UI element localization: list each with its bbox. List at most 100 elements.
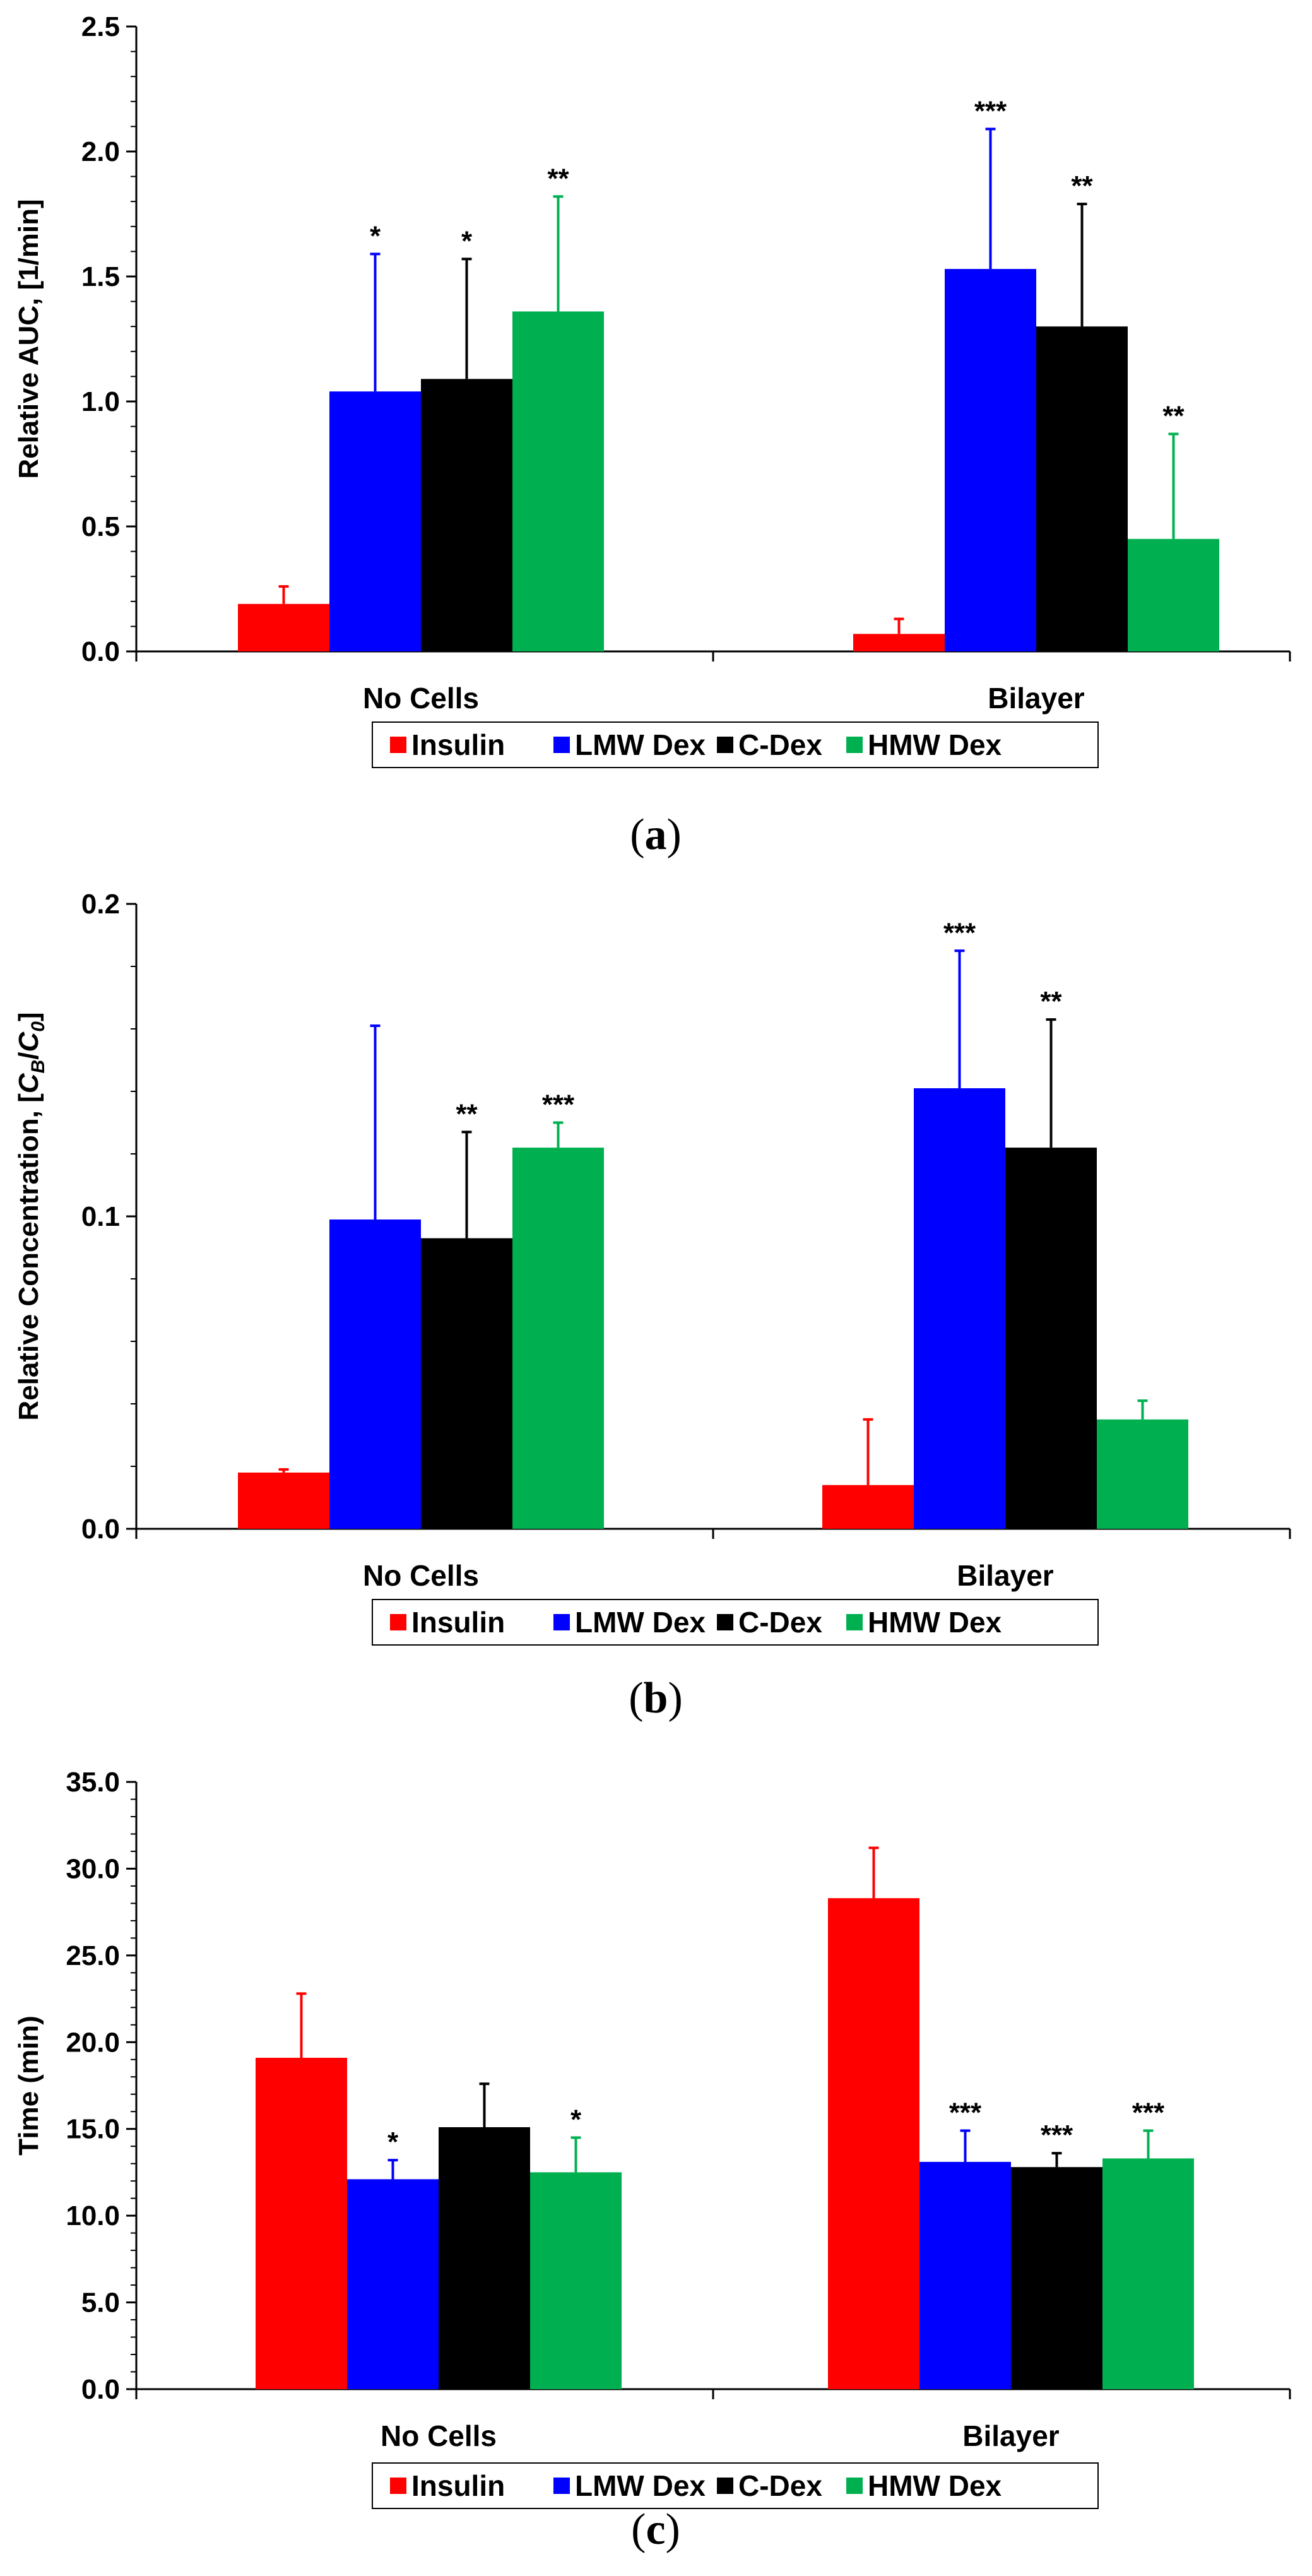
y-tick-label: 0.2 [81, 889, 120, 920]
legend-swatch-insulin [390, 2478, 406, 2494]
category-label: Bilayer [962, 2419, 1060, 2452]
significance-stars: * [461, 225, 473, 256]
chart-panel-a: 0.0 0.5 1.0 1.5 2.0 2.5 Relative AUC, [1/min] *… [13, 11, 1291, 859]
category-label: Bilayer [988, 682, 1085, 715]
legend-label: LMW Dex [575, 728, 706, 761]
bar-insulin-no-cells [256, 2058, 347, 2389]
bar-hmw-dex-no-cells [512, 311, 604, 651]
category-label: Bilayer [957, 1559, 1054, 1592]
significance-stars: *** [949, 2097, 982, 2128]
legend-swatch-hmw-dex [846, 2478, 863, 2494]
bar-c-dex-bilayer [1036, 326, 1128, 651]
legend-box [372, 1599, 1099, 1646]
legend-box [372, 2462, 1099, 2509]
significance-stars: * [370, 220, 381, 251]
category-label: No Cells [381, 2419, 497, 2452]
y-tick-label: 2.0 [81, 136, 120, 167]
y-axis-title: Time (min) [13, 2015, 44, 2156]
bar-insulin-bilayer [822, 1485, 914, 1529]
significance-stars: *** [542, 1089, 575, 1120]
legend-swatch-insulin [390, 1614, 406, 1630]
significance-stars: ** [1162, 400, 1185, 431]
y-axis-title: Relative AUC, [1/min] [13, 199, 44, 478]
y-tick-label: 1.0 [81, 386, 120, 417]
bar-lmw-dex-bilayer [919, 2161, 1011, 2389]
y-tick-label: 2.5 [81, 11, 120, 42]
significance-stars: *** [943, 917, 976, 948]
y-tick-label: 30.0 [66, 1853, 120, 1884]
category-label: No Cells [363, 682, 479, 715]
legend-swatch-insulin [390, 737, 406, 753]
panel-tag: (a) [630, 810, 682, 859]
bar-insulin-bilayer [853, 634, 945, 651]
significance-stars: ** [456, 1098, 478, 1129]
category-label: No Cells [363, 1559, 479, 1592]
legend-label: LMW Dex [575, 2469, 706, 2502]
chart-panel-c: 0.0 5.0 10.0 15.0 20.0 25.0 30.0 35.0 Time (min)… [13, 1767, 1291, 2554]
bar-hmw-dex-bilayer [1128, 538, 1219, 651]
bar-insulin-no-cells [238, 1472, 329, 1529]
bar-lmw-dex-no-cells [347, 2179, 439, 2389]
significance-stars: ** [1040, 986, 1062, 1017]
bar-c-dex-bilayer [1005, 1148, 1097, 1529]
y-tick-label: 0.0 [81, 636, 120, 667]
bar-c-dex-bilayer [1011, 2167, 1102, 2389]
bar-hmw-dex-no-cells [530, 2172, 622, 2389]
significance-stars: *** [1132, 2097, 1165, 2128]
bar-c-dex-no-cells [439, 2127, 530, 2389]
y-axis-title: Relative Concentration, [CB/C0] [13, 1012, 49, 1420]
legend: Insulin LMW Dex C-Dex HMW Dex [372, 721, 1099, 768]
y-tick-label: 0.0 [81, 2374, 120, 2405]
legend-swatch-lmw-dex [553, 1614, 570, 1630]
bar-hmw-dex-no-cells [512, 1148, 604, 1529]
legend-label: LMW Dex [575, 1606, 706, 1639]
y-tick-label: 20.0 [66, 2027, 120, 2058]
significance-stars: * [570, 2104, 582, 2135]
legend-label: HMW Dex [868, 728, 1002, 761]
y-tick-label: 0.1 [81, 1201, 120, 1232]
legend-swatch-lmw-dex [553, 737, 570, 753]
legend: Insulin LMW Dex C-Dex HMW Dex [372, 2462, 1099, 2509]
bar-hmw-dex-bilayer [1097, 1419, 1188, 1529]
significance-stars: *** [974, 95, 1007, 126]
legend-label: HMW Dex [868, 2469, 1002, 2502]
bar-lmw-dex-bilayer [914, 1088, 1005, 1529]
bar-insulin-bilayer [828, 1898, 919, 2389]
legend-swatch-c-dex [717, 1614, 733, 1630]
bar-lmw-dex-no-cells [329, 391, 421, 651]
legend-swatch-c-dex [717, 737, 733, 753]
significance-stars: *** [1041, 2120, 1073, 2151]
y-tick-label: 1.5 [81, 261, 120, 292]
legend-box [372, 721, 1099, 768]
legend-swatch-c-dex [717, 2478, 733, 2494]
legend-swatch-lmw-dex [553, 2478, 570, 2494]
y-tick-label: 10.0 [66, 2200, 120, 2231]
legend-label: Insulin [411, 728, 505, 761]
legend-label: Insulin [411, 1606, 505, 1639]
significance-stars: * [387, 2127, 399, 2158]
bar-c-dex-no-cells [421, 1238, 512, 1529]
legend: Insulin LMW Dex C-Dex HMW Dex [372, 1599, 1099, 1646]
y-tick-label: 0.0 [81, 1514, 120, 1545]
y-tick-label: 15.0 [66, 2114, 120, 2145]
legend-label: HMW Dex [868, 1606, 1002, 1639]
bar-insulin-no-cells [238, 603, 329, 651]
bar-lmw-dex-no-cells [329, 1219, 421, 1529]
panel-tag: (b) [629, 1674, 683, 1723]
legend-label: C-Dex [738, 1606, 822, 1639]
legend-swatch-hmw-dex [846, 1614, 863, 1630]
bar-lmw-dex-bilayer [945, 269, 1036, 651]
bar-hmw-dex-bilayer [1102, 2158, 1194, 2389]
bar-c-dex-no-cells [421, 379, 512, 651]
legend-label: C-Dex [738, 728, 822, 761]
panel-tag: (c) [631, 2505, 680, 2554]
chart-panel-b: 0.0 0.1 0.2 Relative Concentration, [CB/C0]… [13, 889, 1291, 1723]
y-tick-label: 5.0 [81, 2288, 120, 2318]
significance-stars: ** [1071, 170, 1093, 201]
y-tick-label: 35.0 [66, 1767, 120, 1798]
legend-label: C-Dex [738, 2469, 822, 2502]
legend-swatch-hmw-dex [846, 737, 863, 753]
significance-stars: ** [547, 163, 569, 194]
y-tick-label: 0.5 [81, 511, 120, 542]
